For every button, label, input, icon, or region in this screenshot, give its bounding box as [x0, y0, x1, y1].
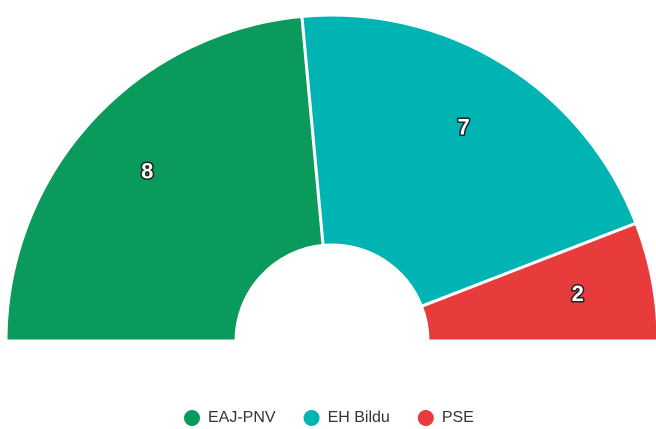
legend-label: EH Bildu: [328, 409, 390, 426]
slice: [420, 221, 656, 343]
slice: [300, 13, 638, 308]
legend-label: PSE: [442, 409, 474, 426]
legend-label: EAJ-PNV: [208, 409, 276, 426]
value-label: 8: [141, 158, 153, 183]
slice: [4, 14, 325, 343]
value-label: 7: [457, 114, 469, 139]
legend-marker: [417, 410, 434, 426]
legend-marker: [303, 410, 320, 426]
value-label: 2: [572, 281, 584, 306]
legend-marker: [184, 410, 200, 426]
